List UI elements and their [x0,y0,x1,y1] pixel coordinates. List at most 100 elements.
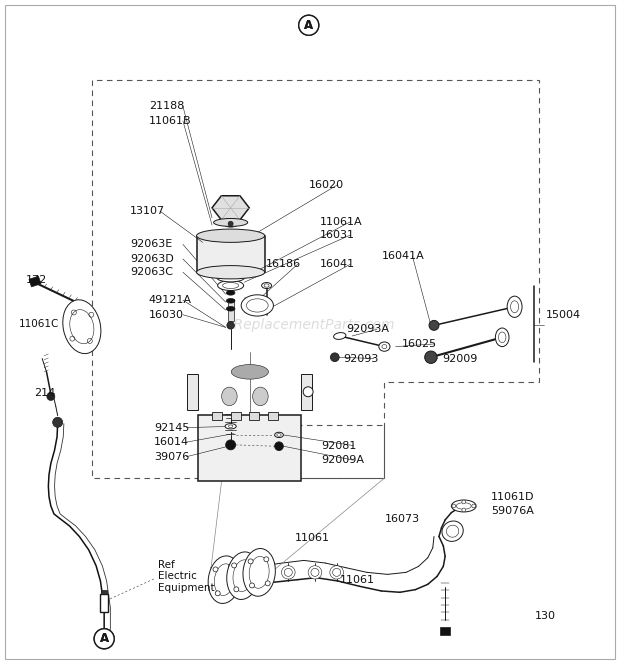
Circle shape [94,629,114,649]
Ellipse shape [451,500,476,512]
Ellipse shape [285,568,293,576]
Text: 214: 214 [34,388,55,398]
Bar [249,412,259,420]
Ellipse shape [334,333,346,339]
Ellipse shape [442,521,463,541]
Bar [440,627,450,635]
Bar [212,412,222,420]
Text: 16073: 16073 [384,514,420,525]
Polygon shape [212,196,249,220]
Ellipse shape [281,566,295,579]
Ellipse shape [511,301,518,313]
Ellipse shape [226,307,235,311]
Text: 92063C: 92063C [130,267,173,278]
Text: 16186: 16186 [265,259,301,270]
Ellipse shape [262,283,272,288]
Ellipse shape [330,566,343,579]
Ellipse shape [382,345,387,349]
Circle shape [299,15,319,35]
Text: 16025: 16025 [402,339,437,349]
Text: 92145: 92145 [154,422,189,433]
Bar [101,590,107,594]
Circle shape [213,567,218,572]
Ellipse shape [495,328,509,347]
Ellipse shape [222,387,237,406]
Bar [29,276,41,287]
Ellipse shape [249,556,269,588]
Ellipse shape [243,548,275,596]
FancyBboxPatch shape [198,415,301,481]
Bar [100,594,108,612]
Text: Ref
Electric
Equipment: Ref Electric Equipment [158,560,215,593]
Ellipse shape [218,280,244,291]
Ellipse shape [275,432,283,438]
Circle shape [299,15,319,35]
Ellipse shape [226,291,235,295]
Ellipse shape [446,525,459,537]
Ellipse shape [228,425,232,428]
Text: 13107: 13107 [130,206,166,216]
Text: 15004: 15004 [546,309,581,320]
Text: 11061B: 11061B [149,116,192,126]
Text: 172: 172 [26,275,47,286]
Text: 92093A: 92093A [346,324,389,335]
Circle shape [47,392,55,400]
Ellipse shape [223,283,239,288]
Circle shape [265,581,270,586]
Ellipse shape [507,296,522,317]
Text: 16020: 16020 [309,179,344,190]
Circle shape [429,321,439,330]
Ellipse shape [226,299,235,303]
Circle shape [303,387,313,396]
Text: 92063E: 92063E [130,239,172,250]
Text: 59076A: 59076A [491,506,534,517]
Circle shape [248,559,253,564]
Text: 21188: 21188 [149,101,184,112]
Ellipse shape [215,564,234,596]
Circle shape [226,440,236,450]
Text: 92009: 92009 [443,353,478,364]
Ellipse shape [264,284,269,288]
Circle shape [472,504,476,508]
Text: 16014: 16014 [154,437,189,448]
Circle shape [425,351,437,363]
Circle shape [330,353,339,362]
Circle shape [249,583,254,588]
Text: 11061C: 11061C [19,319,59,329]
Text: eReplacementParts.com: eReplacementParts.com [225,318,395,333]
Circle shape [275,442,283,451]
Circle shape [249,584,254,588]
Text: A: A [304,19,313,32]
Ellipse shape [247,299,268,312]
Ellipse shape [456,503,471,509]
Text: 16041A: 16041A [382,250,425,261]
Text: 11061A: 11061A [320,216,363,227]
Polygon shape [301,374,312,410]
Bar [197,236,265,272]
Ellipse shape [241,295,273,316]
Text: 11061: 11061 [340,574,374,585]
Ellipse shape [233,560,253,592]
Circle shape [53,417,63,428]
Bar [228,299,234,321]
Circle shape [94,629,114,649]
Circle shape [462,500,466,504]
Ellipse shape [70,309,94,344]
Ellipse shape [63,299,101,354]
Circle shape [232,563,237,568]
Text: 16041: 16041 [320,259,355,270]
Ellipse shape [197,266,265,279]
Text: 11061: 11061 [294,533,329,543]
Circle shape [227,321,234,329]
Text: 92081: 92081 [321,440,356,451]
Ellipse shape [333,568,341,576]
Circle shape [229,564,234,568]
Text: A: A [100,632,108,645]
Text: 16031: 16031 [320,230,355,240]
Circle shape [247,560,252,564]
Ellipse shape [213,218,248,226]
Polygon shape [187,374,198,410]
Text: 130: 130 [534,610,556,621]
Ellipse shape [224,220,237,227]
Ellipse shape [208,556,241,604]
